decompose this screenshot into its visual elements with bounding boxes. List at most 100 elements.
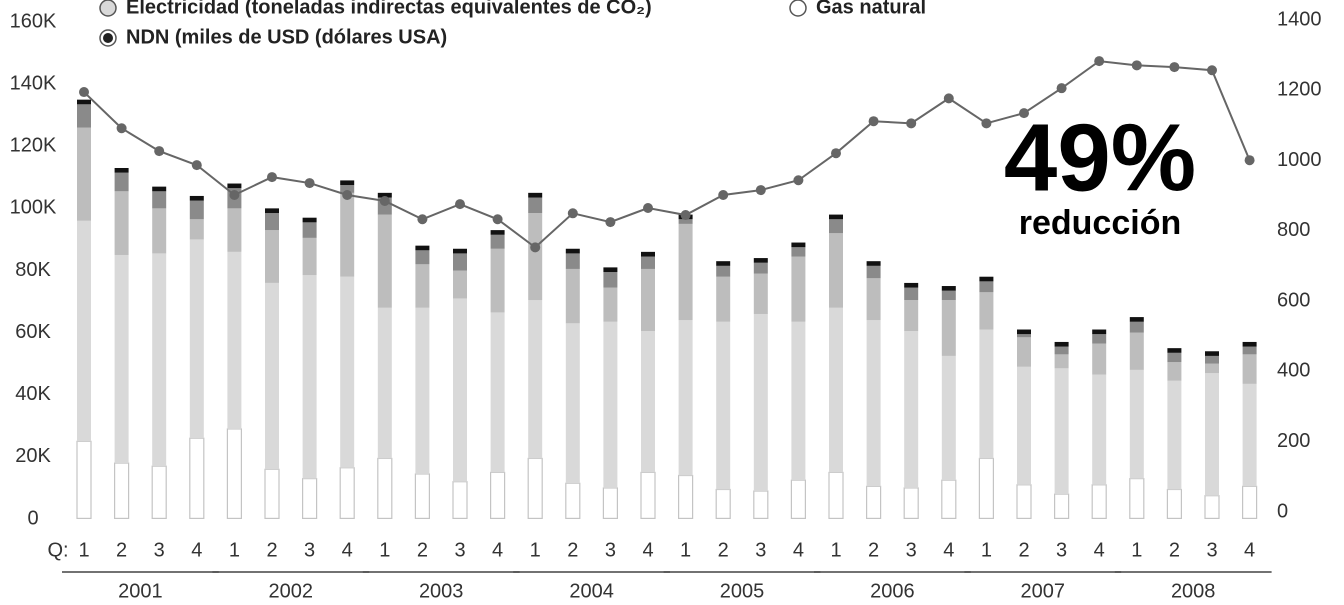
line-point [116, 123, 127, 134]
year-label: 2004 [569, 580, 614, 602]
bar-segment [641, 251, 655, 257]
bar-segment [302, 217, 317, 223]
x-tick-label: 3 [755, 539, 766, 561]
bar-segment [1017, 337, 1031, 367]
bar-segment [415, 264, 430, 308]
legend-label: Electricidad (toneladas indirectas equiv… [126, 0, 652, 18]
bar-segment [265, 208, 279, 214]
x-tick-label: 4 [492, 539, 503, 561]
bar-segment [528, 197, 543, 214]
x-tick-label: 3 [1056, 539, 1067, 561]
line-point [831, 148, 841, 159]
bar-segment [866, 265, 881, 279]
bar-segment [1167, 362, 1182, 381]
bar-segment [603, 272, 618, 288]
year-label: 2005 [720, 580, 765, 602]
line-point [1244, 155, 1255, 166]
bar-segment [640, 471, 656, 520]
bar-segment [866, 278, 881, 321]
bar-segment [189, 239, 204, 439]
bar-segment [152, 186, 167, 192]
bar-segment [978, 457, 995, 520]
bar-segment [1054, 354, 1069, 369]
bar-segment [490, 312, 505, 473]
bar-segment [565, 248, 580, 254]
legend-marker-dot [103, 33, 113, 43]
bar-segment [528, 300, 543, 459]
x-tick-label: 1 [680, 539, 691, 561]
y-tick-label: 40K [15, 383, 51, 405]
bar-segment [340, 185, 355, 193]
line-point [267, 172, 277, 183]
bar-segment [152, 208, 167, 254]
line-point [1169, 62, 1180, 73]
line-point [1094, 56, 1105, 67]
x-tick-label: 1 [379, 539, 390, 561]
bar-segment [415, 250, 430, 265]
bar-segment [490, 234, 505, 249]
bar-segment [829, 219, 843, 234]
bar-segment [453, 248, 467, 254]
line-point [304, 178, 315, 189]
line-point [1019, 108, 1029, 119]
x-tick-label: 4 [1094, 539, 1105, 561]
bar-segment [452, 481, 468, 520]
bar-segment [677, 474, 694, 520]
bar-segment [490, 248, 505, 313]
bar-segment [377, 192, 392, 198]
bar-segment [339, 467, 355, 520]
bar-segment [1092, 334, 1107, 344]
line-point [1207, 65, 1217, 76]
bar-segment [1017, 366, 1031, 485]
bar-segment [1167, 348, 1182, 353]
line-point [154, 146, 165, 157]
bar-segment [114, 254, 129, 464]
x-tick-label: 2 [567, 539, 578, 561]
year-label: 2008 [1171, 580, 1216, 602]
bar-segment [1242, 346, 1257, 355]
y2-tick-label: 0 [1277, 500, 1288, 522]
x-tick-label: 1 [530, 539, 541, 561]
bar-segment [979, 329, 994, 459]
bar-segment [114, 172, 129, 192]
bar-segment [791, 247, 806, 257]
bar-segment [265, 213, 279, 231]
x-tick-label: 3 [154, 539, 165, 561]
bar-segment [979, 281, 994, 293]
bar-segment [1129, 478, 1145, 519]
bar-segment [114, 167, 129, 173]
bar-segment [1167, 380, 1182, 490]
bar-segment [377, 307, 392, 459]
line-point [943, 93, 954, 104]
bar-segment [865, 485, 882, 519]
bar-segment [678, 219, 693, 224]
line-point [868, 116, 879, 127]
bar-segment [302, 275, 317, 479]
line-point [981, 118, 992, 129]
bar-segment [1054, 346, 1069, 355]
line-point [718, 190, 729, 201]
bar-segment [791, 321, 806, 481]
x-tick-label: 2 [868, 539, 879, 561]
line-point [567, 208, 578, 219]
bar-segment [265, 282, 279, 470]
bar-segment [941, 479, 957, 520]
line-point [680, 210, 691, 221]
bar-segment [302, 237, 317, 276]
bar-segment [866, 320, 881, 487]
bar-segment [227, 251, 242, 429]
line-point [643, 203, 653, 214]
bar-segment [77, 99, 91, 105]
bar-segment [1092, 374, 1107, 485]
bar-segment [453, 253, 467, 271]
x-tick-label: 3 [454, 539, 465, 561]
bar-segment [1017, 334, 1031, 338]
bar-segment [340, 180, 355, 186]
bar-segment [790, 479, 807, 520]
bar-segment [641, 256, 655, 269]
bar-segment [490, 471, 506, 520]
bar-segment [77, 220, 91, 442]
y-tick-label: 160K [10, 10, 57, 32]
bar-segment [753, 258, 768, 263]
